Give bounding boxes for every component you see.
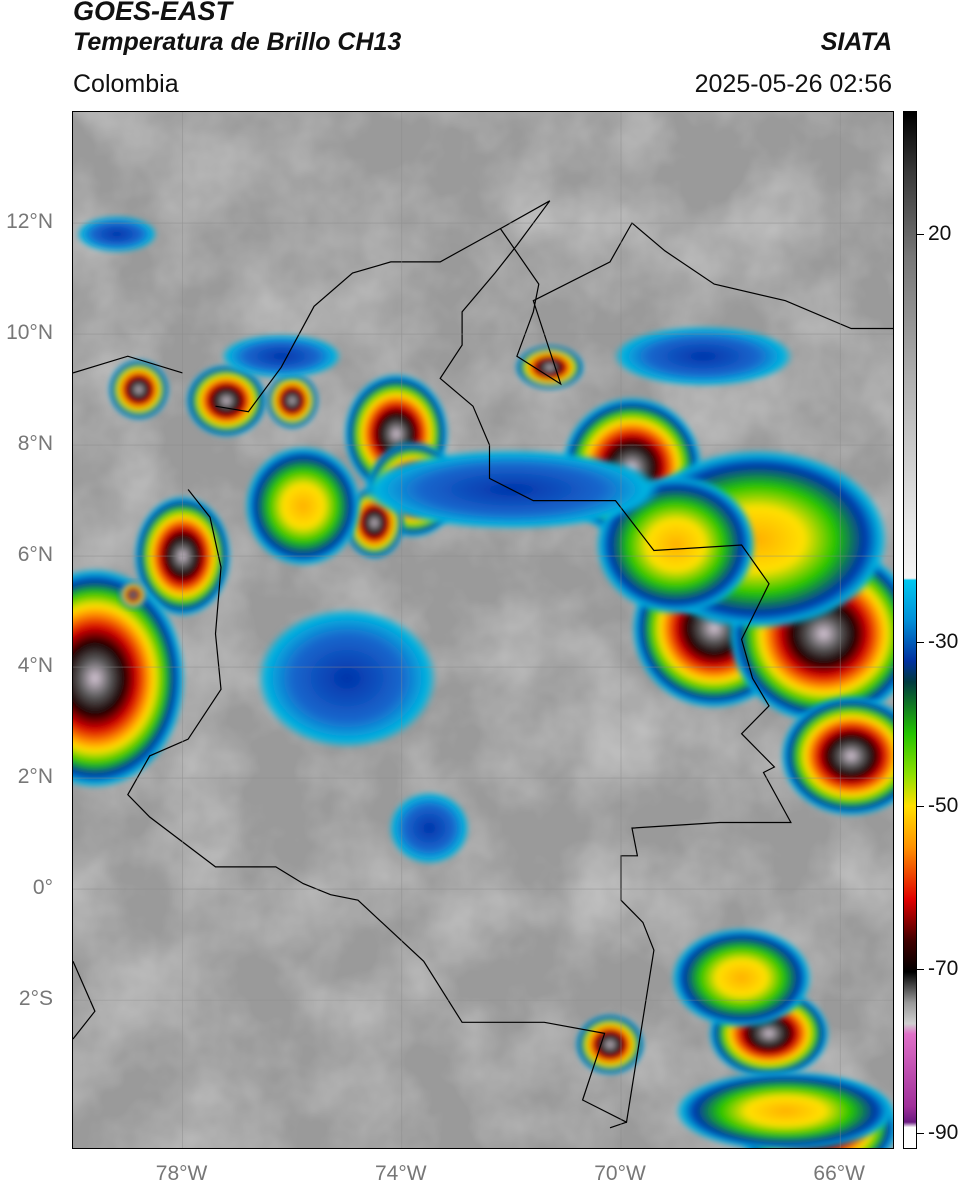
- colorbar-tick: [917, 642, 924, 644]
- colombia-border: [127, 200, 792, 1124]
- lat-tick-label: 8°N: [17, 432, 53, 456]
- colorbar-tick: [917, 1132, 924, 1134]
- colorbar-tick: [917, 805, 924, 807]
- lat-tick-label: 12°N: [6, 210, 53, 234]
- lat-tick-label: 2°S: [18, 987, 53, 1011]
- storm-cell: [613, 326, 794, 387]
- storm-cell: [675, 1071, 893, 1148]
- storm-cell: [76, 216, 157, 253]
- satellite-map[interactable]: [72, 111, 894, 1149]
- country-borders: [73, 200, 893, 1129]
- storm-cell: [266, 372, 319, 429]
- lat-tick-label: 2°N: [17, 765, 53, 789]
- ecuador-coast: [73, 961, 96, 1040]
- storm-cell: [257, 608, 437, 749]
- colorbar-tick-label: 20: [928, 221, 952, 245]
- satellite-title: GOES-EAST: [73, 0, 233, 26]
- storm-cell: [245, 446, 362, 567]
- colorbar-tick: [917, 233, 924, 235]
- region-label: Colombia: [73, 70, 179, 98]
- lon-tick-label: 78°W: [155, 1162, 208, 1185]
- storm-cell: [73, 568, 185, 789]
- agency-label: SIATA: [820, 28, 892, 56]
- peru-brazil-border: [609, 1121, 627, 1129]
- lat-tick-label: 10°N: [6, 321, 53, 345]
- storm-cell: [108, 359, 169, 420]
- lat-tick-label: 6°N: [17, 543, 53, 567]
- venezuela-coast: [499, 222, 893, 386]
- storm-cell: [576, 1014, 645, 1075]
- colorbar-tick-label: -30: [928, 630, 959, 654]
- lon-tick-label: 70°W: [594, 1162, 646, 1185]
- colorbar-tick-label: -70: [928, 957, 959, 981]
- colorbar-tick: [917, 969, 924, 971]
- convective-storms: [73, 216, 893, 1148]
- lat-tick-label: 0°: [32, 876, 53, 900]
- storm-cell: [781, 695, 893, 816]
- datetime-label: 2025-05-26 02:56: [694, 70, 892, 98]
- storm-cell: [119, 580, 148, 609]
- graticule: [73, 112, 893, 1148]
- panama-coast: [73, 355, 183, 374]
- colorbar-tick-label: -50: [928, 793, 959, 817]
- colorbar-tick-label: -90: [928, 1120, 959, 1144]
- product-title: Temperatura de Brillo CH13: [73, 28, 402, 56]
- storm-cell: [671, 927, 812, 1028]
- storm-cell: [186, 364, 267, 437]
- storm-cell: [221, 334, 342, 379]
- storm-cell: [389, 792, 470, 865]
- lon-tick-label: 66°W: [813, 1162, 865, 1185]
- lon-tick-label: 74°W: [375, 1162, 427, 1185]
- storm-cell: [515, 345, 584, 390]
- lat-tick-label: 4°N: [17, 654, 53, 678]
- temperature-colorbar: [903, 111, 917, 1149]
